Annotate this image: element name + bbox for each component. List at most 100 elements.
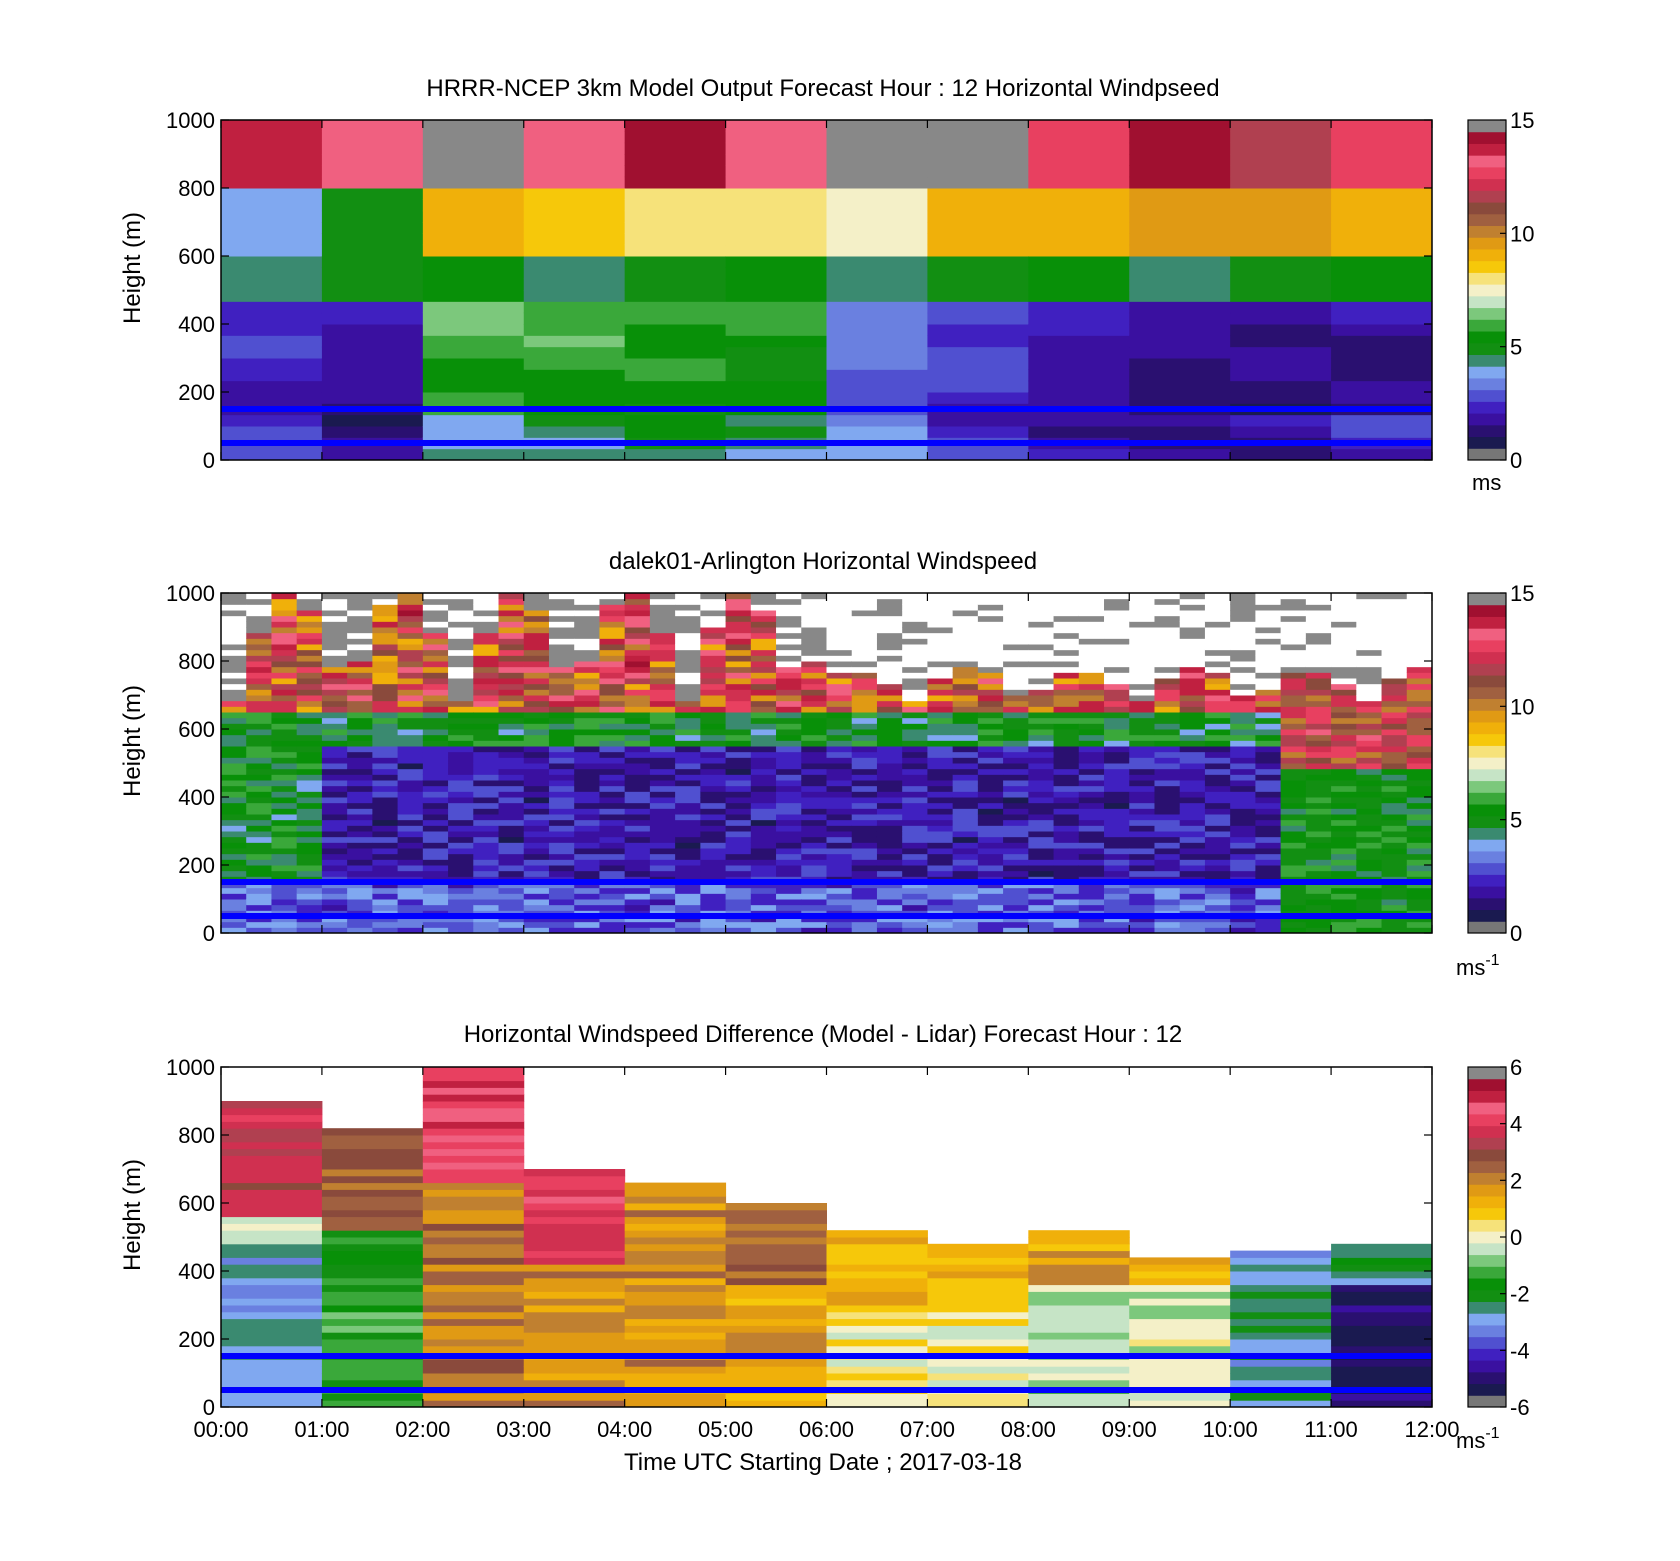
colorbar-segment [1468,1289,1506,1302]
heatmap-cell [1331,233,1433,246]
heatmap-cell [574,831,600,838]
heatmap-cell [851,649,878,656]
heatmap-cell [1104,831,1130,838]
heatmap-cell [1028,267,1130,280]
heatmap-cell [826,723,853,730]
heatmap-cell [523,729,550,736]
heatmap-cell [801,899,827,906]
heatmap-cell [902,780,928,787]
heatmap-cell [473,780,500,787]
heatmap-cell [927,774,954,781]
heatmap-cell [700,791,727,798]
heatmap-cell [1129,882,1155,889]
heatmap-cell [1104,887,1130,894]
heatmap-cell [675,814,701,821]
heatmap-cell [927,814,954,821]
heatmap-cell [1230,165,1332,178]
colorbar-segment [1468,155,1506,168]
heatmap-cell [776,751,802,758]
heatmap-cell [1028,244,1130,257]
heatmap-cell [599,757,626,764]
heatmap-cell [523,1271,626,1279]
heatmap-cell [1179,666,1206,673]
heatmap-cell [599,785,626,792]
heatmap-cell [801,661,827,668]
heatmap-cell [321,222,424,234]
colorbar-segment [1468,874,1506,887]
heatmap-cell [271,593,298,600]
heatmap-cell [952,649,979,656]
heatmap-cell [624,808,651,815]
heatmap-cell [927,927,954,934]
heatmap-cell [750,842,777,849]
heatmap-cell [725,131,827,144]
heatmap-cell [1305,666,1332,673]
heatmap-cell [448,899,474,906]
heatmap-cell [1179,615,1206,622]
heatmap-cell [448,791,474,798]
heatmap-cell [574,695,600,702]
heatmap-cell [1154,734,1181,741]
heatmap-cell [221,142,323,155]
heatmap-cell [1331,1284,1433,1292]
heatmap-cell [725,1359,827,1367]
heatmap-cell [523,256,626,268]
heatmap-cell [1230,142,1332,155]
heatmap-cell [1078,604,1105,611]
heatmap-cell [271,763,298,770]
heatmap-cell [473,836,500,843]
heatmap-cell [1331,746,1357,753]
heatmap-cell [700,802,727,809]
heatmap-cell [776,916,802,923]
heatmap-cell [548,916,575,923]
heatmap-cell [927,1271,1029,1279]
heatmap-cell [1280,865,1307,872]
heatmap-cell [448,904,474,911]
heatmap-cell [1255,627,1282,634]
heatmap-cell [649,700,676,707]
heatmap-cell [675,899,701,906]
heatmap-cell [624,335,727,348]
heatmap-cell [271,644,298,651]
heatmap-cell [624,1379,727,1388]
heatmap-cell [750,774,777,781]
heatmap-cell [826,712,853,719]
heatmap-cell [1129,131,1231,144]
heatmap-cell [826,774,853,781]
heatmap-cell [448,723,474,730]
heatmap-cell [1255,859,1282,866]
heatmap-cell [1280,842,1307,849]
heatmap-cell [1331,893,1357,900]
chart-title: dalek01-Arlington Horizontal Windspeed [609,548,1037,575]
heatmap-cell [1280,763,1307,770]
heatmap-cell [422,859,449,866]
heatmap-cell [1028,712,1055,719]
heatmap-cell [548,734,575,741]
heatmap-cell [725,1318,827,1326]
heatmap-cell [725,1264,827,1272]
heatmap-cell [851,836,878,843]
heatmap-cell [246,723,272,730]
heatmap-cell [776,678,802,685]
heatmap-cell [1053,916,1080,923]
heatmap-cell [1331,666,1357,673]
heatmap-cell [1154,678,1181,685]
heatmap-cell [1255,865,1282,872]
heatmap-cell [776,666,802,673]
heatmap-cell [801,593,827,600]
heatmap-cell [1331,632,1357,639]
heatmap-cell [321,899,348,906]
heatmap-cell [321,853,348,860]
heatmap-cell [1154,791,1181,798]
heatmap-cell [1154,757,1181,764]
heatmap-cell [826,1264,928,1272]
heatmap-cell [422,706,449,713]
heatmap-cell [977,768,1004,775]
heatmap-cell [296,836,323,843]
heatmap-cell [1179,865,1206,872]
heatmap-cell [372,666,399,673]
heatmap-cell [1331,734,1357,741]
heatmap-cell [1331,723,1357,730]
heatmap-cell [448,746,474,753]
heatmap-cell [1255,604,1282,611]
